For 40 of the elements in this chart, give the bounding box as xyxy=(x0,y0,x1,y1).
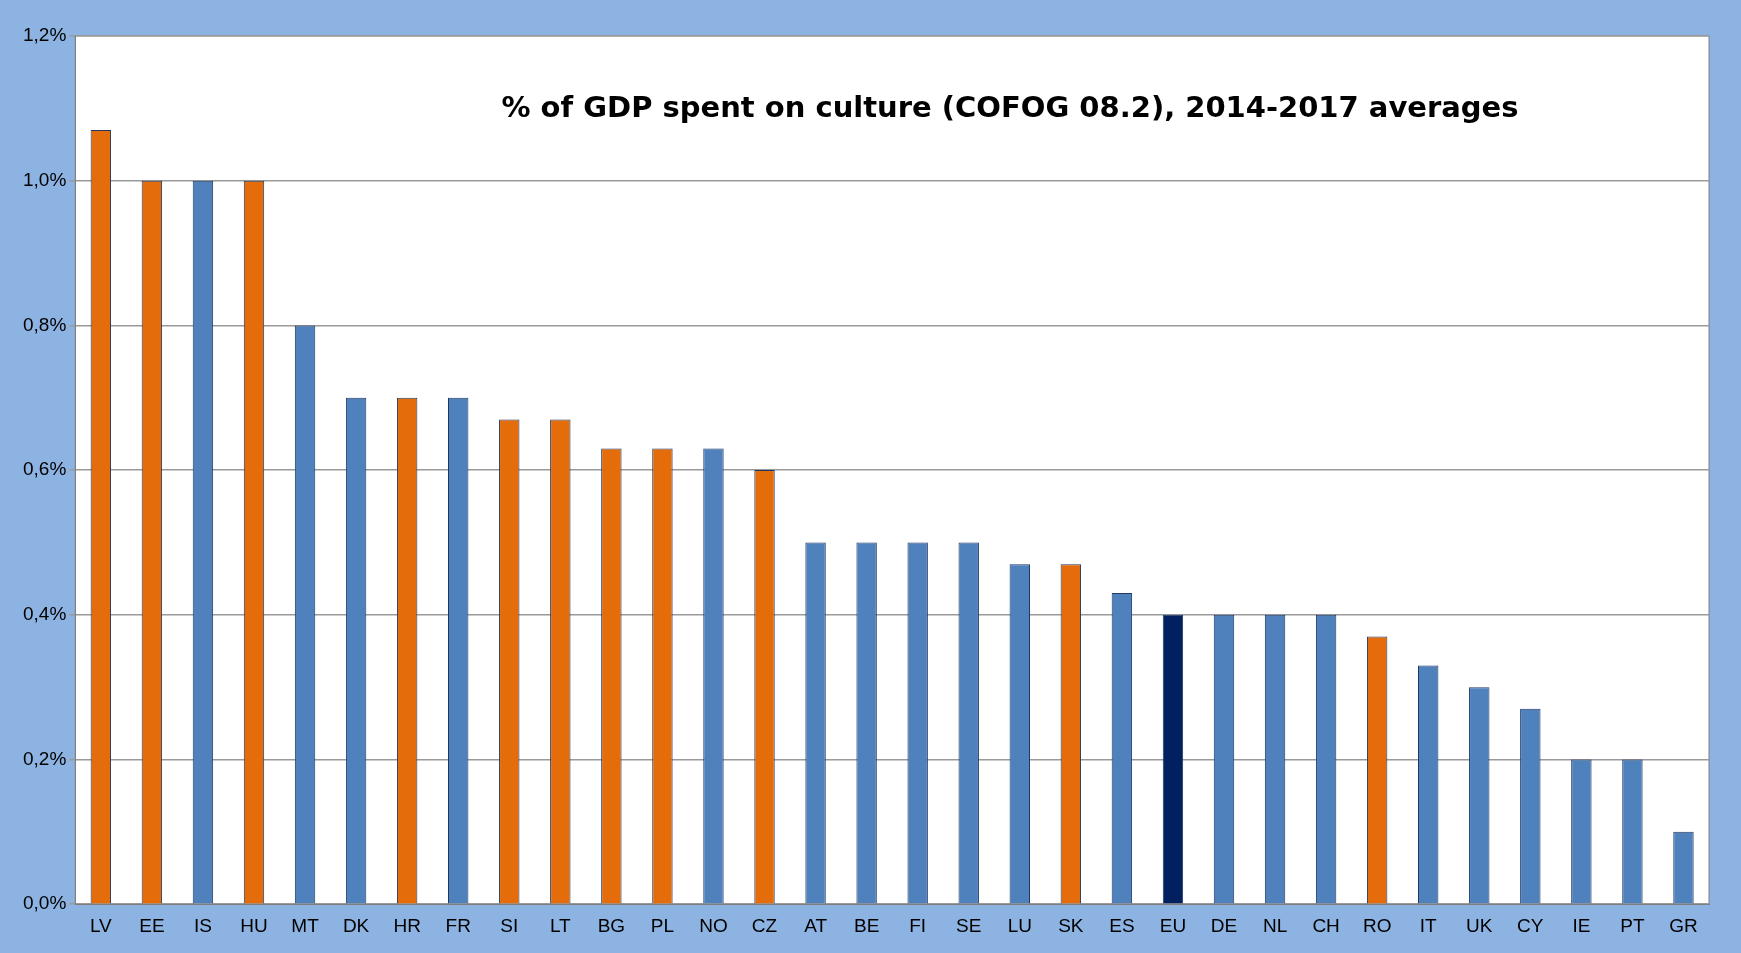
x-tick-label: DK xyxy=(342,914,370,936)
x-tick-label: PT xyxy=(1620,914,1645,936)
x-tick-label: CY xyxy=(1517,914,1544,936)
x-tick-label: DE xyxy=(1210,914,1238,936)
y-tick-label: 1,2% xyxy=(22,24,67,46)
text: % of GDP spent on culture (COFOG 08.2), 2014-2017 averages xyxy=(500,90,1520,124)
x-tick-label: EE xyxy=(139,914,165,936)
x-tick-label: IS xyxy=(193,914,212,936)
x-tick-label: SE xyxy=(956,914,982,936)
x-tick-label: PL xyxy=(650,914,675,936)
x-tick-label: BE xyxy=(853,914,880,936)
x-tick-label: LT xyxy=(549,914,572,936)
x-tick-label: EU xyxy=(1159,914,1187,936)
x-tick-label: MT xyxy=(291,914,320,936)
x-tick-label: UK xyxy=(1466,914,1493,936)
y-tick-label: 0,4% xyxy=(22,603,67,625)
x-tick-label: BG xyxy=(597,914,626,936)
y-tick-label: 0,2% xyxy=(22,747,67,769)
x-tick-label: SK xyxy=(1058,914,1084,936)
y-tick-label: 0,6% xyxy=(22,458,67,480)
x-tick-label: FI xyxy=(909,914,927,936)
x-tick-label: AT xyxy=(804,914,828,936)
x-tick-label: HU xyxy=(240,914,268,936)
x-tick-label: FR xyxy=(445,914,471,936)
y-tick-label: 1,0% xyxy=(22,168,67,190)
x-tick-label: IE xyxy=(1572,914,1591,936)
x-tick-label: CZ xyxy=(751,914,778,936)
x-tick-label: SI xyxy=(500,914,519,936)
x-tick-label: NL xyxy=(1262,914,1288,936)
x-tick-label: NO xyxy=(699,914,728,936)
x-tick-label: LU xyxy=(1007,914,1032,936)
x-tick-label: RO xyxy=(1362,914,1392,936)
x-tick-label: CH xyxy=(1312,914,1340,936)
y-tick-label: 0,8% xyxy=(22,313,67,335)
x-tick-label: IT xyxy=(1419,914,1438,936)
x-tick-label: ES xyxy=(1109,914,1135,936)
y-tick-label: 0,0% xyxy=(22,892,67,914)
x-tick-label: GR xyxy=(1669,914,1698,936)
x-tick-label: HR xyxy=(393,914,421,936)
x-tick-label: LV xyxy=(89,914,113,936)
